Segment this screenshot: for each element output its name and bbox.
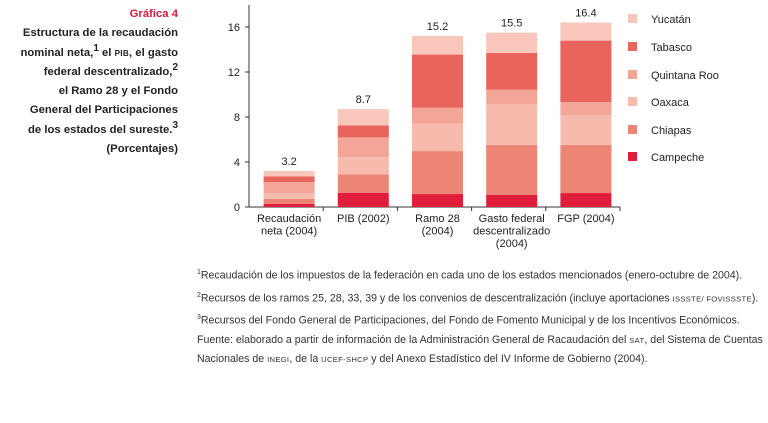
legend-swatch [628,152,637,161]
chart-title: Gráfica 4 Estructura de la recaudación n… [0,5,179,159]
bar-segment-chiapas [486,144,538,195]
footnote-ref: 3 [172,120,178,132]
bar-segment-campeche [337,192,389,207]
total-label: 15.5 [501,18,522,30]
bar-segment-quintana-roo [412,107,463,124]
bar-segment-campeche [263,203,315,207]
bar-segment-tabasco [263,176,315,183]
x-category-label: PIB (2002) [337,213,390,225]
title-line: el Ramo 28 y el Fondo [58,85,178,98]
source-note: Fuente: elaborado a partir de informació… [197,334,763,366]
legend-label: Chiapas [651,125,692,137]
footnote-ref: 1 [93,42,99,54]
bar-segment-chiapas [560,144,612,194]
y-tick-label: 0 [234,202,240,214]
bar-segment-tabasco [486,52,538,90]
bar-segment-campeche [486,194,538,207]
figure-number: Gráfica 4 [129,8,178,20]
total-label: 16.4 [575,8,596,20]
footnote-1: 1Recaudación de los impuestos de la fede… [197,269,743,282]
x-category-label: FGP (2004) [557,213,614,225]
legend-label: Yucatán [651,14,691,26]
bar-segment-oaxaca [560,115,612,145]
total-label: 8.7 [356,94,371,106]
bar-segment-chiapas [263,198,315,204]
bar-segment-yucatán [412,36,463,55]
title-subtitle: (Porcentajes) [106,143,178,156]
y-tick-label: 12 [228,67,240,79]
title-line: General del Participaciones [29,104,178,117]
title-line: federal descentralizado, [43,65,173,78]
footnote-2: 2Recursos de los ramos 25, 28, 33, 39 y … [197,291,759,305]
bar-segment-chiapas [337,174,389,193]
bar-segment-oaxaca [412,123,463,152]
bar-segment-quintana-roo [337,137,389,158]
bar-segment-oaxaca [337,157,389,175]
bar-segment-quintana-roo [263,182,315,194]
legend-label: Campeche [651,152,704,164]
bar-segment-yucatán [337,109,389,126]
legend-swatch [628,125,637,134]
bar-segment-tabasco [337,125,389,138]
footnotes: 1Recaudación de los impuestos de la fede… [197,263,767,370]
bar-segment-oaxaca [486,104,538,145]
bar-segment-tabasco [560,40,612,103]
footnote-ref: 2 [172,62,178,74]
total-label: 15.2 [427,21,448,33]
legend-swatch [628,42,637,51]
bar-segment-campeche [560,193,612,207]
x-category-label: (2004) [496,238,528,250]
x-category-label: descentralizado [473,226,550,238]
x-category-label: neta (2004) [261,226,317,238]
bar-segment-quintana-roo [560,102,612,116]
x-category-label: (2004) [422,226,454,238]
title-line: de los estados del sureste. [28,123,173,136]
y-tick-label: 4 [234,157,240,169]
bar-segment-tabasco [412,54,463,108]
y-tick-label: 16 [228,22,240,34]
bar-segment-yucatán [560,22,612,41]
bar-segment-yucatán [486,32,538,53]
legend-swatch [628,14,637,23]
legend-label: Quintana Roo [651,70,719,82]
title-line: nominal neta, [20,46,94,59]
x-category-label: Gasto federal [479,213,545,225]
bar-segment-campeche [412,194,463,207]
footnote-3: 3Recursos del Fondo General de Participa… [197,314,740,327]
bar-segment-oaxaca [263,193,315,199]
x-category-label: Ramo 28 [415,213,460,225]
x-category-label: Recaudación [257,213,321,225]
bar-segment-chiapas [412,151,463,195]
legend-label: Oaxaca [651,97,690,109]
y-tick-label: 8 [234,112,240,124]
bar-segment-yucatán [263,171,315,177]
title-line: el [98,46,115,59]
legend-label: Tabasco [651,42,692,54]
bar-segment-quintana-roo [486,89,538,105]
title-line: , el gasto [129,46,178,59]
total-label: 3.2 [281,156,296,168]
legend-swatch [628,97,637,106]
title-abbr: PIB [114,48,130,58]
legend-swatch [628,70,637,79]
title-line: Estructura de la recaudación [22,27,178,40]
